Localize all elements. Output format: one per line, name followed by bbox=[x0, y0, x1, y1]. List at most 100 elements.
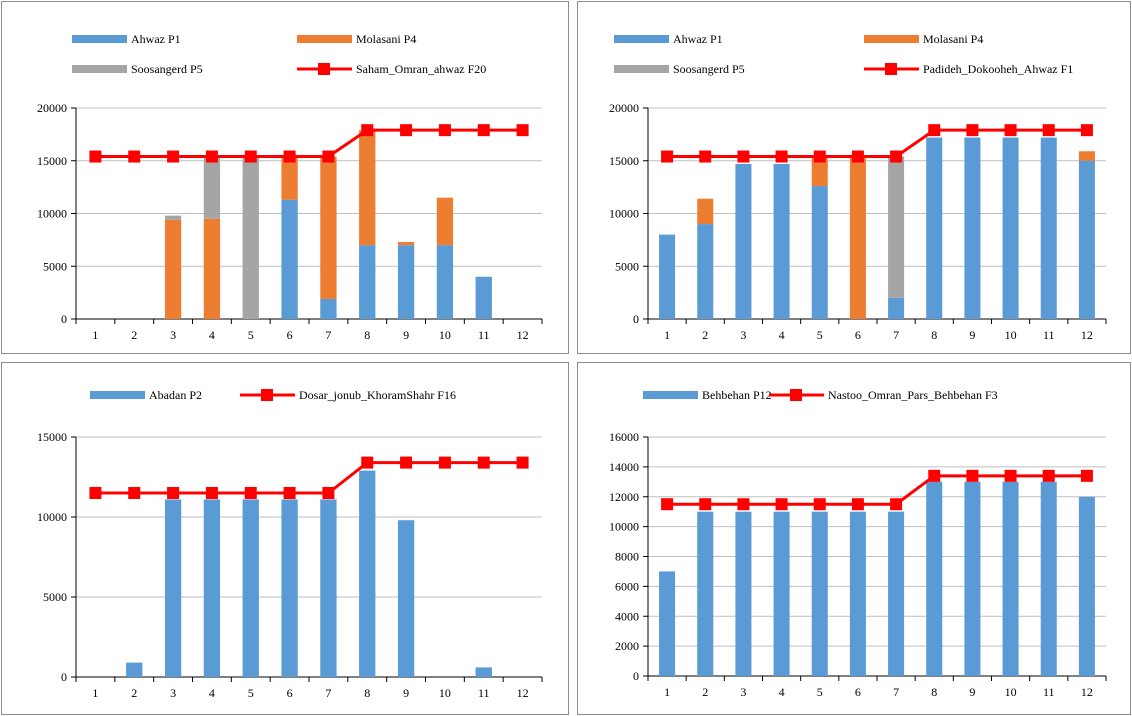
y-tick-label: 15000 bbox=[609, 154, 639, 168]
line-marker-2 bbox=[699, 150, 712, 163]
bar-molasani-p4-5 bbox=[811, 156, 828, 187]
y-tick-label: 10000 bbox=[609, 207, 639, 221]
bar-ahwaz-p1-8 bbox=[359, 245, 376, 319]
line-marker-12 bbox=[1080, 124, 1093, 137]
bar-abadan-p2-4 bbox=[203, 499, 221, 677]
bar-behbehan-p12-10 bbox=[1002, 481, 1019, 676]
line-marker-12 bbox=[516, 124, 529, 137]
x-tick-label: 6 bbox=[287, 328, 293, 342]
legend-marker bbox=[261, 389, 273, 401]
line-marker-10 bbox=[1004, 124, 1017, 137]
x-tick-label: 2 bbox=[131, 328, 137, 342]
y-tick-label: 10000 bbox=[37, 510, 67, 524]
legend-swatch bbox=[614, 65, 669, 73]
y-tick-label: 5000 bbox=[43, 590, 67, 604]
bar-behbehan-p12-2 bbox=[697, 511, 714, 676]
line-marker-5 bbox=[813, 498, 826, 511]
bar-ahwaz-p1-11 bbox=[475, 276, 492, 319]
bar-abadan-p2-8 bbox=[359, 470, 376, 677]
line-marker-12 bbox=[516, 456, 529, 469]
bar-abadan-p2-9 bbox=[397, 520, 415, 677]
legend-swatch bbox=[643, 391, 698, 399]
bar-ahwaz-p1-2 bbox=[697, 224, 714, 319]
x-tick-label: 5 bbox=[817, 685, 823, 699]
bar-ahwaz-p1-10 bbox=[1002, 137, 1019, 319]
x-tick-label: 8 bbox=[931, 328, 937, 342]
bar-ahwaz-p1-9 bbox=[397, 245, 415, 319]
chart-panel-4: 0 2000 4000 6000 8000 10000 12000 14000 16000 1 2 3… bbox=[577, 362, 1131, 715]
bar-behbehan-p12-3 bbox=[735, 511, 752, 676]
line-marker-9 bbox=[400, 456, 413, 469]
x-tick-label: 8 bbox=[364, 686, 370, 700]
x-tick-label: 9 bbox=[403, 686, 409, 700]
bar-ahwaz-p1-3 bbox=[735, 163, 752, 319]
bar-ahwaz-p1-6 bbox=[281, 199, 298, 319]
legend-label: Molasani P4 bbox=[923, 32, 983, 46]
x-tick-label: 6 bbox=[855, 328, 861, 342]
legend-swatch bbox=[90, 391, 145, 399]
x-tick-label: 1 bbox=[92, 686, 98, 700]
x-tick-label: 7 bbox=[893, 328, 899, 342]
legend-label: Soosangerd P5 bbox=[131, 62, 203, 76]
bar-molasani-p4-2 bbox=[697, 198, 714, 225]
legend-label: Padideh_Dokooheh_Ahwaz F1 bbox=[923, 62, 1073, 76]
bar-soosangerd-p5-3 bbox=[164, 215, 182, 220]
line-marker-11 bbox=[1042, 469, 1055, 482]
x-tick-label: 4 bbox=[779, 328, 785, 342]
line-marker-3 bbox=[167, 150, 180, 163]
x-tick-label: 11 bbox=[478, 328, 490, 342]
y-tick-label: 0 bbox=[633, 312, 639, 326]
line-marker-2 bbox=[128, 487, 141, 499]
line-marker-6 bbox=[283, 150, 296, 163]
line-marker-4 bbox=[205, 487, 218, 499]
y-tick-label: 16000 bbox=[609, 430, 639, 444]
x-tick-label: 5 bbox=[248, 328, 254, 342]
x-tick-label: 2 bbox=[702, 328, 708, 342]
line-marker-11 bbox=[1042, 124, 1055, 137]
y-tick-label: 14000 bbox=[609, 460, 639, 474]
series-line bbox=[95, 128, 523, 159]
x-tick-label: 3 bbox=[170, 686, 176, 700]
x-tick-label: 4 bbox=[779, 685, 785, 699]
line-marker-11 bbox=[477, 124, 490, 137]
x-tick-label: 6 bbox=[855, 685, 861, 699]
bar-ahwaz-p1-4 bbox=[773, 163, 790, 319]
x-tick-label: 12 bbox=[1081, 685, 1093, 699]
line-marker-7 bbox=[322, 487, 335, 499]
bar-molasani-p4-3 bbox=[164, 219, 182, 319]
legend-swatch bbox=[864, 35, 919, 43]
bar-abadan-p2-5 bbox=[242, 499, 259, 677]
bar-molasani-p4-7 bbox=[320, 156, 337, 299]
x-tick-label: 2 bbox=[702, 685, 708, 699]
legend-marker bbox=[318, 63, 330, 75]
y-tick-label: 2000 bbox=[615, 639, 639, 653]
legend-label: Saham_Omran_ahwaz F20 bbox=[356, 62, 486, 76]
bar-ahwaz-p1-7 bbox=[320, 298, 337, 319]
chart-panel-1: 0 5000 10000 15000 20000 1 2 3 4 5 6 7 8 9 10 11 12 Ahwaz… bbox=[1, 1, 569, 354]
series-line bbox=[667, 474, 1087, 506]
line-marker-12 bbox=[1080, 469, 1093, 482]
bar-abadan-p2-7 bbox=[320, 499, 337, 677]
x-tick-label: 5 bbox=[248, 686, 254, 700]
bar-behbehan-p12-7 bbox=[888, 511, 905, 676]
legend-label: Soosangerd P5 bbox=[673, 62, 745, 76]
bar-behbehan-p12-5 bbox=[811, 511, 828, 676]
line-marker-6 bbox=[851, 498, 864, 511]
bar-soosangerd-p5-7 bbox=[888, 156, 905, 298]
legend-label: Ahwaz P1 bbox=[131, 32, 181, 46]
x-tick-label: 11 bbox=[478, 686, 490, 700]
y-tick-label: 5000 bbox=[43, 259, 67, 273]
series-line bbox=[667, 128, 1087, 159]
line-marker-10 bbox=[438, 124, 451, 137]
line-marker-9 bbox=[400, 124, 413, 137]
x-tick-label: 1 bbox=[664, 685, 670, 699]
bar-behbehan-p12-11 bbox=[1040, 481, 1057, 676]
y-tick-label: 15000 bbox=[37, 154, 67, 168]
bar-ahwaz-p1-7 bbox=[888, 297, 905, 319]
x-tick-label: 1 bbox=[664, 328, 670, 342]
line-marker-3 bbox=[737, 498, 750, 511]
y-tick-label: 0 bbox=[633, 669, 639, 683]
